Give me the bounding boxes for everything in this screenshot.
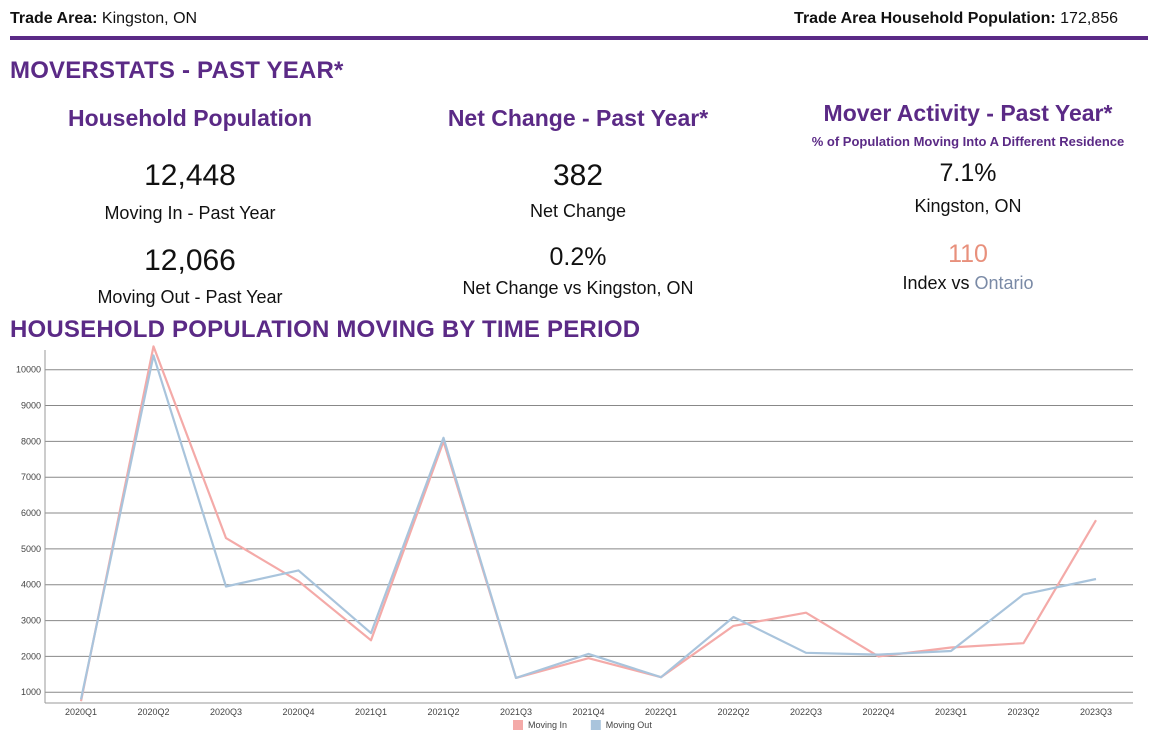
moverstats-title: MOVERSTATS - PAST YEAR* [10,57,344,84]
net-change-label: Net Change [529,201,627,221]
header-divider [10,36,1148,40]
x-tick-label: 2022Q3 [790,707,822,717]
net-change-heading: Net Change - Past Year* [447,105,709,131]
moving-in-value: 12,448 [144,159,236,192]
mover-activity-subheading: % of Population Moving Into A Different … [811,134,1125,149]
mover-activity-panel: Mover Activity - Past Year* % of Populat… [783,100,1153,300]
series-line-moving-out [79,354,1097,700]
y-tick-label: 9000 [21,401,41,411]
index-label-region: Ontario [974,273,1034,293]
y-tick-label: 4000 [21,580,41,590]
y-tick-label: 2000 [21,651,41,661]
x-tick-label: 2022Q4 [862,707,894,717]
moving-out-label: Moving Out - Past Year [97,287,283,307]
household-population-total: Trade Area Household Population: 172,856 [794,10,1118,28]
chart-section-title: HOUSEHOLD POPULATION MOVING BY TIME PERI… [10,316,641,343]
household-population-panel: Household Population 12,448 Moving In - … [20,105,360,310]
x-tick-label: 2023Q1 [935,707,967,717]
x-tick-label: 2021Q1 [355,707,387,717]
trade-area-label: Trade Area: [10,10,98,27]
moving-by-period-chart: 1000 2000 3000 4000 5000 6000 7000 8000 9000 1000… [16,345,1133,730]
trade-area: Trade Area: Kingston, ON [10,10,197,28]
x-tick-label: 2020Q1 [65,707,97,717]
net-change-pct-value: 0.2% [549,243,607,271]
y-tick-label: 6000 [21,508,41,518]
x-tick-label: 2023Q2 [1007,707,1039,717]
legend-label: Moving Out [606,720,653,730]
net-change-panel: Net Change - Past Year* 382 Net Change 0… [408,105,748,310]
x-tick-label: 2021Q4 [572,707,604,717]
net-change-value: 382 [552,159,604,192]
moving-out-value: 12,066 [144,244,236,277]
x-tick-label: 2022Q1 [645,707,677,717]
mover-activity-value: 7.1% [939,159,997,187]
x-tick-label: 2020Q3 [210,707,242,717]
mover-activity-label: Kingston, ON [914,196,1022,216]
legend-swatch [590,720,601,730]
hh-pop-value: 172,856 [1060,10,1118,27]
y-tick-label: 1000 [21,687,41,697]
y-tick-label: 8000 [21,436,41,446]
trade-area-value: Kingston, ON [101,10,198,27]
legend-swatch [513,720,523,730]
x-tick-label: 2021Q2 [427,707,459,717]
legend-label: Moving In [528,720,567,730]
hh-pop-label: Trade Area Household Population: [794,10,1056,27]
index-value: 110 [948,240,988,268]
index-label-prefix: Index vs [902,273,970,293]
index-label: Index vs Ontario [783,273,1153,294]
x-tick-label: 2022Q2 [717,707,749,717]
net-change-pct-label: Net Change vs Kingston, ON [462,278,694,298]
moving-in-label: Moving In - Past Year [104,203,276,223]
y-tick-label: 10000 [16,365,41,375]
x-tick-label: 2020Q2 [137,707,169,717]
household-population-heading: Household Population [67,105,313,131]
y-tick-label: 7000 [21,472,41,482]
y-tick-label: 5000 [21,544,41,554]
y-tick-label: 3000 [21,616,41,626]
x-tick-label: 2020Q4 [282,707,314,717]
x-tick-label: 2023Q3 [1080,707,1112,717]
top-bar: Trade Area: Kingston, ON Trade Area Hous… [10,8,1148,34]
x-tick-label: 2021Q3 [500,707,532,717]
series-line-moving-in [79,345,1097,702]
mover-activity-heading: Mover Activity - Past Year* [823,100,1113,126]
